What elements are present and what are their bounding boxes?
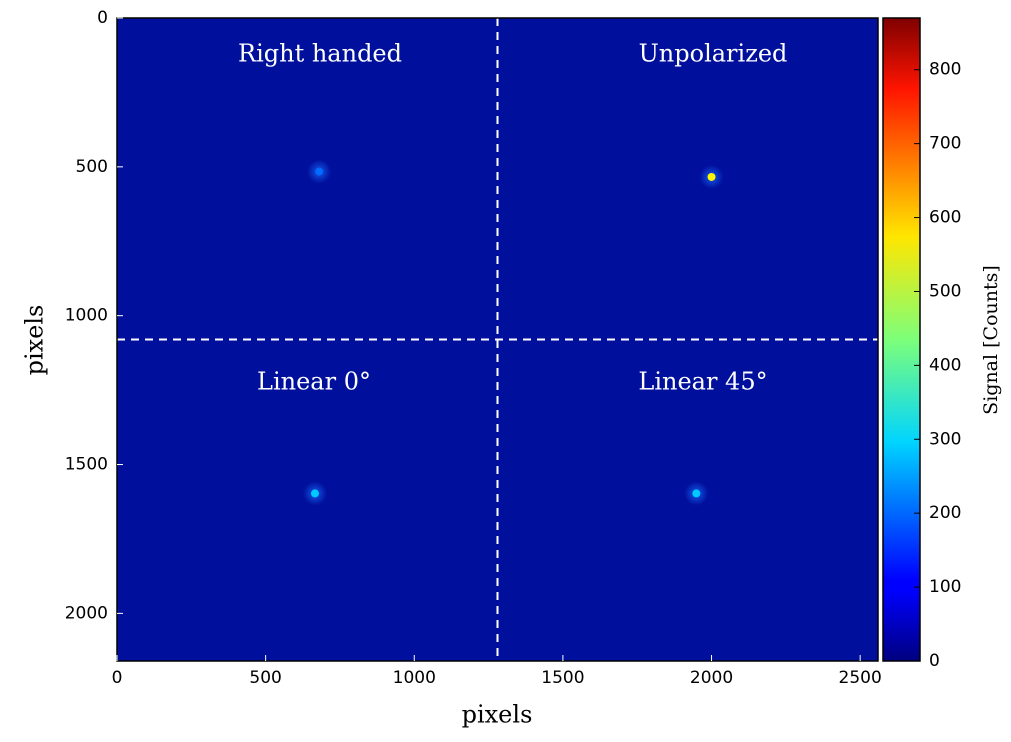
spot [692, 489, 700, 497]
colorbar-tick-label: 400 [929, 355, 961, 375]
spot [708, 173, 716, 181]
quadrant-label: Unpolarized [639, 40, 788, 68]
colorbar [883, 18, 920, 661]
colorbar-tick-label: 800 [929, 60, 961, 80]
y-tick-label: 2000 [65, 603, 108, 623]
spot [311, 489, 319, 497]
spot [315, 168, 323, 176]
y-tick-label: 1500 [65, 455, 108, 475]
quadrant-label: Right handed [238, 40, 402, 68]
x-tick-label: 0 [112, 668, 123, 688]
colorbar-tick-label: 100 [929, 577, 961, 597]
colorbar-tick-label: 700 [929, 134, 961, 154]
colorbar-tick-label: 300 [929, 429, 961, 449]
colorbar-label: Signal [Counts] [980, 265, 1002, 415]
y-tick-label: 0 [97, 8, 108, 28]
quadrant-label: Linear 45° [638, 368, 767, 396]
colorbar-tick-label: 600 [929, 208, 961, 228]
x-axis-label: pixels [462, 701, 533, 729]
x-tick-label: 1000 [393, 668, 436, 688]
quadrant-label: Linear 0° [257, 368, 371, 396]
colorbar-tick-label: 200 [929, 503, 961, 523]
x-tick-label: 500 [249, 668, 281, 688]
colorbar-tick-label: 0 [929, 651, 940, 671]
x-tick-label: 2500 [839, 668, 882, 688]
y-tick-label: 500 [76, 157, 108, 177]
x-tick-label: 2000 [690, 668, 733, 688]
x-tick-label: 1500 [541, 668, 584, 688]
y-axis-label: pixels [21, 305, 49, 376]
colorbar-tick-label: 500 [929, 281, 961, 301]
chart: pixels pixels Signal [Counts] Right hand… [0, 0, 1011, 738]
y-tick-label: 1000 [65, 306, 108, 326]
